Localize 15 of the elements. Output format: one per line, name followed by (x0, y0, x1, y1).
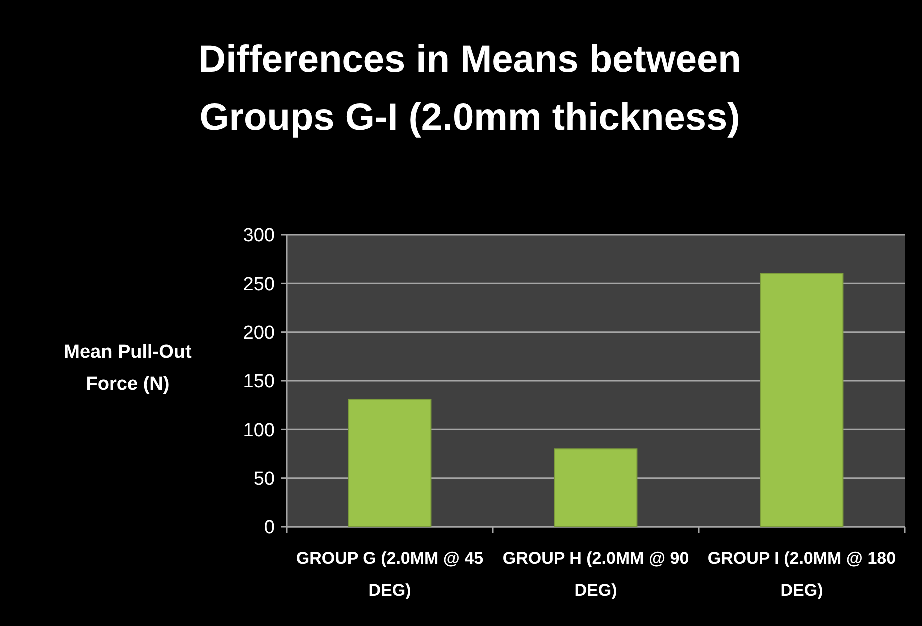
chart-title: Differences in Means between Groups G-I (2.0mm thickness) (198, 39, 742, 139)
y-tick-label: 100 (243, 420, 275, 442)
y-tick-label: 0 (264, 518, 275, 539)
bar (760, 273, 844, 528)
y-tick-label: 250 (243, 274, 275, 296)
x-tick-label: GROUP G (2.0MM @ 45 DEG) (296, 549, 484, 600)
bar (554, 448, 638, 528)
y-tick-label: 150 (243, 372, 275, 393)
x-tick-label: GROUP I (2.0MM @ 180 DEG) (708, 549, 896, 600)
y-tick-label: 50 (254, 468, 275, 490)
y-axis-title: Mean Pull-Out Force (N) (64, 342, 193, 395)
x-tick-label: GROUP H (2.0MM @ 90 DEG) (502, 549, 690, 600)
y-tick-label: 300 (243, 226, 275, 247)
bar (348, 398, 432, 528)
y-tick-label: 200 (243, 322, 275, 344)
